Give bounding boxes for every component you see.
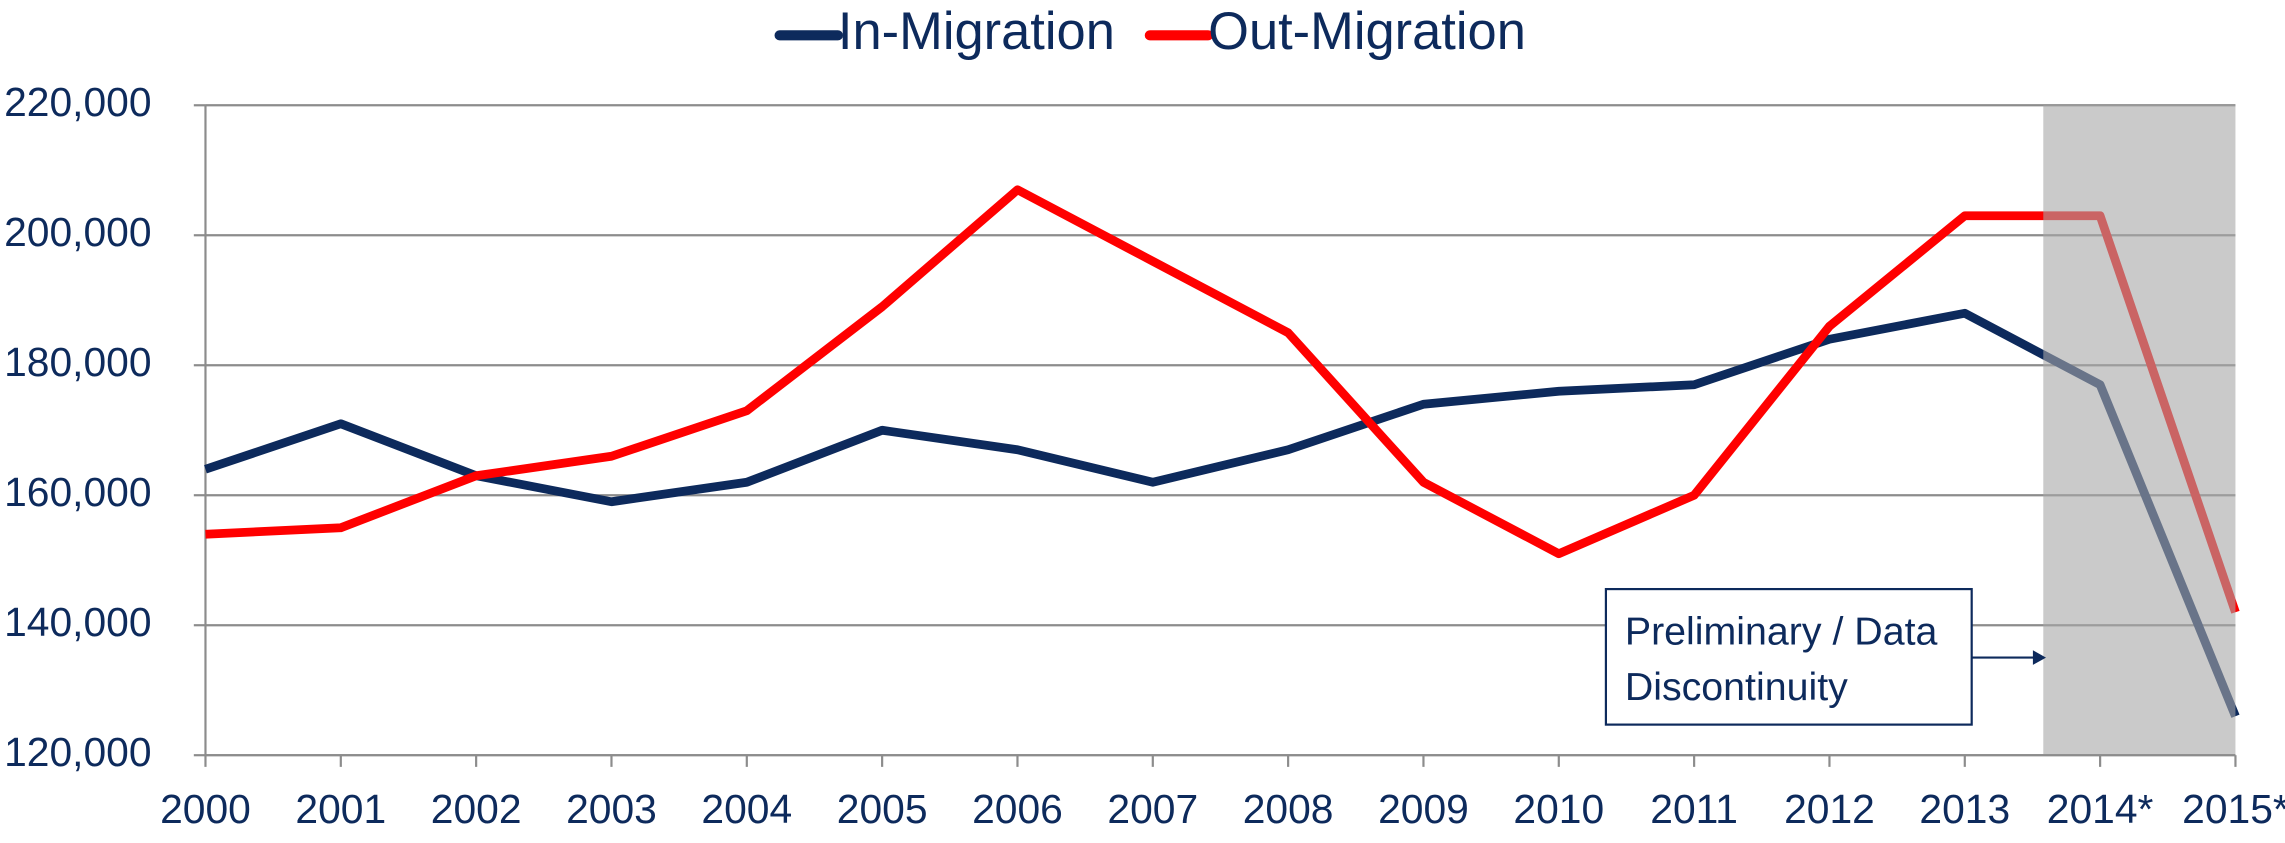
y-tick-label: 220,000: [4, 79, 151, 125]
x-tick-label: 2010: [1513, 786, 1604, 832]
x-tick-label: 2013: [1919, 786, 2010, 832]
x-tick-label: 2011: [1650, 786, 1738, 832]
x-tick-label: 2014*: [2047, 786, 2154, 832]
y-tick-label: 160,000: [4, 469, 151, 515]
annotation-text: Preliminary / Data: [1625, 609, 1938, 653]
x-tick-label: 2005: [837, 786, 928, 832]
x-tick-label: 2006: [972, 786, 1063, 832]
x-tick-label: 2008: [1243, 786, 1334, 832]
y-tick-label: 140,000: [4, 599, 151, 645]
legend-label: In-Migration: [838, 3, 1115, 61]
annotation-arrowhead: [2032, 650, 2047, 665]
y-tick-label: 200,000: [4, 209, 151, 255]
x-tick-label: 2003: [566, 786, 657, 832]
x-tick-label: 2004: [701, 786, 792, 832]
x-tick-label: 2000: [160, 786, 251, 832]
series-line: [204, 308, 2240, 718]
annotation-text: Discontinuity: [1625, 665, 1848, 709]
annotation-box: [1604, 587, 1973, 726]
series-line: [205, 185, 2240, 614]
x-tick-label: 2009: [1378, 786, 1469, 832]
legend-label: Out-Migration: [1208, 3, 1526, 61]
y-tick-label: 120,000: [4, 729, 151, 775]
y-tick-label: 180,000: [4, 339, 151, 385]
x-tick-label: 2002: [431, 786, 522, 832]
preliminary-shade: [2043, 105, 2236, 756]
x-tick-label: 2012: [1784, 786, 1875, 832]
x-tick-label: 2015*: [2182, 786, 2285, 832]
x-tick-label: 2007: [1107, 786, 1198, 832]
x-tick-label: 2001: [295, 786, 386, 832]
legend: In-Migration Out-Migration: [774, 3, 1526, 61]
